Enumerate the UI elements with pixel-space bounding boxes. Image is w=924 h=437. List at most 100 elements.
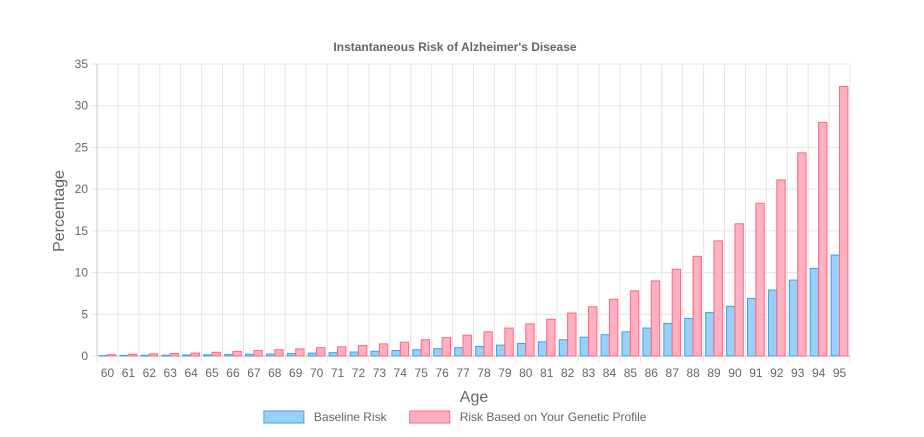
bar-baseline[interactable]: [140, 354, 150, 357]
x-tick-label: 86: [645, 366, 659, 380]
x-tick-label: 67: [247, 366, 261, 380]
legend-swatch[interactable]: [409, 410, 451, 424]
bar-baseline[interactable]: [328, 352, 339, 357]
bar-baseline[interactable]: [747, 297, 757, 357]
bar-genetic[interactable]: [608, 298, 619, 357]
bar-baseline[interactable]: [286, 353, 297, 357]
bar-genetic[interactable]: [316, 347, 326, 357]
bar-genetic[interactable]: [755, 202, 765, 357]
bar-baseline[interactable]: [579, 336, 590, 357]
bar-baseline[interactable]: [349, 351, 359, 357]
x-tick-label: 87: [666, 366, 680, 380]
x-tick-label: 63: [164, 366, 178, 380]
bar-genetic[interactable]: [692, 255, 702, 357]
bar-baseline[interactable]: [621, 331, 631, 357]
x-tick-label: 91: [749, 366, 763, 380]
bar-genetic[interactable]: [734, 223, 744, 357]
bar-genetic[interactable]: [106, 354, 117, 357]
bar-baseline[interactable]: [684, 317, 694, 357]
bar-genetic[interactable]: [776, 179, 786, 357]
bar-baseline[interactable]: [307, 352, 318, 357]
x-tick-label: 71: [331, 366, 345, 380]
bar-baseline[interactable]: [119, 354, 129, 357]
bar-genetic[interactable]: [148, 353, 159, 357]
bar-baseline[interactable]: [182, 354, 192, 357]
bar-genetic[interactable]: [441, 337, 451, 357]
bar-genetic[interactable]: [650, 280, 661, 357]
bar-baseline[interactable]: [475, 345, 485, 357]
bar-baseline[interactable]: [537, 341, 548, 357]
x-tick-label: 68: [268, 366, 282, 380]
bar-genetic[interactable]: [378, 343, 389, 357]
bar-genetic[interactable]: [713, 240, 723, 357]
bar-genetic[interactable]: [169, 352, 180, 357]
y-tick-label: 10: [75, 266, 89, 280]
x-tick-label: 85: [624, 366, 638, 380]
bar-genetic[interactable]: [337, 346, 347, 357]
x-tick-label: 76: [435, 366, 449, 380]
bar-baseline[interactable]: [224, 354, 234, 357]
bar-baseline[interactable]: [726, 305, 736, 357]
bar-baseline[interactable]: [412, 349, 422, 357]
bar-genetic[interactable]: [420, 339, 431, 357]
bar-genetic[interactable]: [274, 349, 284, 357]
y-tick-label: 35: [75, 57, 89, 71]
bar-baseline[interactable]: [245, 353, 255, 357]
x-tick-label: 95: [833, 366, 847, 380]
x-tick-label: 73: [373, 366, 387, 380]
bar-baseline[interactable]: [642, 327, 652, 357]
bar-baseline[interactable]: [809, 267, 820, 357]
bar-baseline[interactable]: [496, 344, 506, 357]
bar-genetic[interactable]: [797, 152, 807, 357]
bar-baseline[interactable]: [391, 350, 401, 357]
bar-baseline[interactable]: [265, 353, 276, 357]
x-tick-label: 78: [477, 366, 491, 380]
bar-genetic[interactable]: [546, 318, 556, 357]
bar-genetic[interactable]: [483, 331, 493, 357]
bar-baseline[interactable]: [558, 339, 569, 357]
bar-genetic[interactable]: [567, 312, 577, 357]
bar-genetic[interactable]: [295, 348, 305, 357]
bar-genetic[interactable]: [211, 351, 221, 357]
y-tick-label: 15: [75, 224, 89, 238]
bar-baseline[interactable]: [788, 279, 799, 357]
bar-genetic[interactable]: [818, 121, 828, 357]
legend-label[interactable]: Risk Based on Your Genetic Profile: [460, 410, 647, 424]
legend[interactable]: Baseline Risk Risk Based on Your Genetic …: [263, 410, 647, 424]
legend-swatch[interactable]: [263, 410, 305, 424]
bar-genetic[interactable]: [525, 323, 535, 357]
bar-baseline[interactable]: [433, 348, 443, 357]
y-tick-label: 30: [75, 99, 89, 113]
x-tick-label: 65: [205, 366, 219, 380]
chart-title: Instantaneous Risk of Alzheimer's Diseas…: [333, 40, 576, 54]
bar-baseline[interactable]: [203, 354, 213, 357]
bar-genetic[interactable]: [671, 268, 682, 357]
legend-label[interactable]: Baseline Risk: [314, 410, 388, 424]
bar-genetic[interactable]: [629, 290, 640, 357]
bar-baseline[interactable]: [161, 354, 171, 357]
bar-baseline[interactable]: [767, 289, 778, 357]
x-tick-label: 89: [707, 366, 721, 380]
bar-genetic[interactable]: [588, 306, 598, 357]
y-tick-label: 20: [75, 182, 89, 196]
bar-genetic[interactable]: [232, 350, 242, 357]
bar-baseline[interactable]: [663, 322, 673, 357]
bar-baseline[interactable]: [454, 347, 464, 357]
bar-baseline[interactable]: [705, 312, 715, 357]
bar-genetic[interactable]: [253, 350, 263, 357]
bar-baseline[interactable]: [600, 334, 610, 357]
bar-genetic[interactable]: [839, 86, 849, 357]
bar-baseline[interactable]: [370, 350, 380, 357]
bar-genetic[interactable]: [127, 353, 138, 357]
x-tick-label: 69: [289, 366, 303, 380]
bar-baseline[interactable]: [516, 342, 527, 357]
bar-genetic[interactable]: [357, 345, 368, 357]
bar-genetic[interactable]: [462, 334, 472, 357]
bar-genetic[interactable]: [504, 327, 514, 357]
bar-genetic[interactable]: [399, 341, 410, 357]
bar-baseline[interactable]: [830, 254, 841, 357]
x-tick-label: 75: [415, 366, 429, 380]
x-tick-label: 77: [456, 366, 470, 380]
bar-genetic[interactable]: [190, 352, 200, 357]
x-tick-label: 90: [728, 366, 742, 380]
